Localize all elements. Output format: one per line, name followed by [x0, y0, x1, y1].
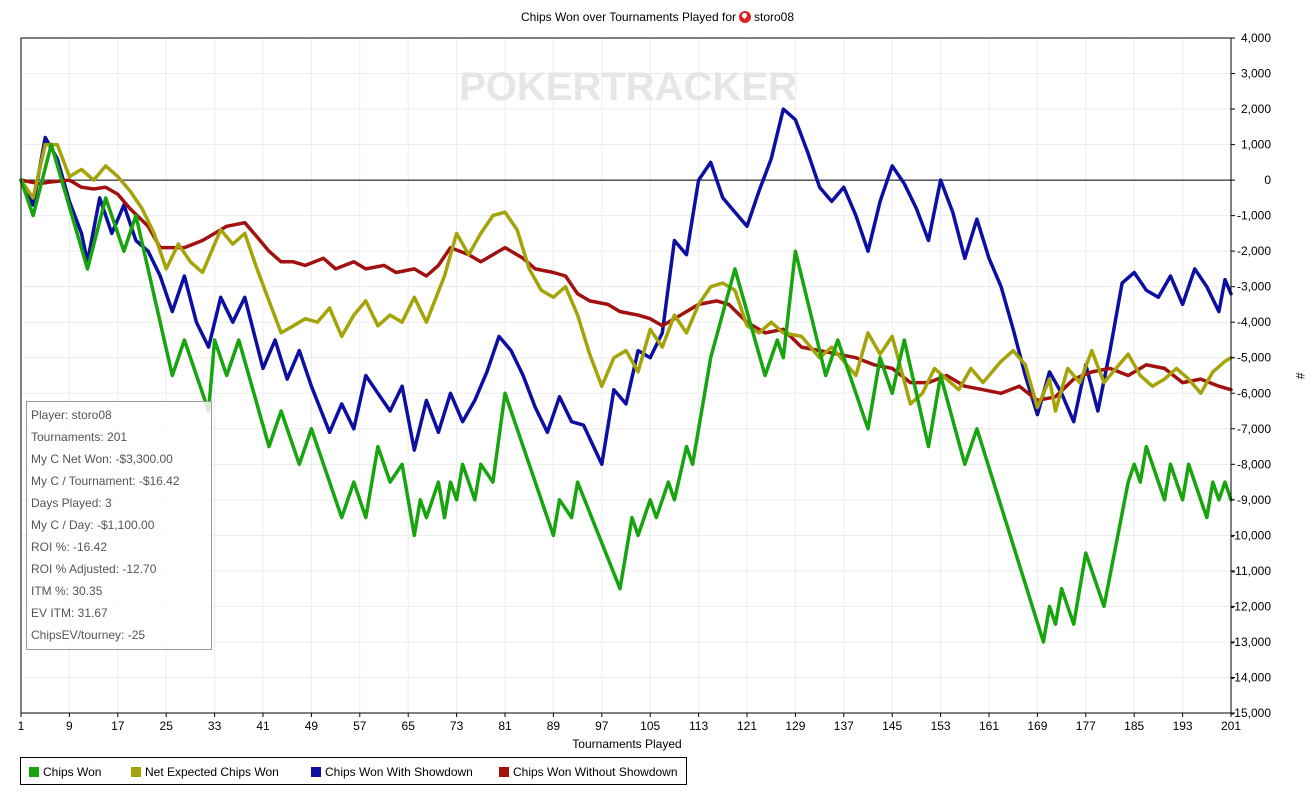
- legend-item[interactable]: Net Expected Chips Won: [131, 765, 279, 779]
- y-tick-label: -8,000: [1237, 457, 1271, 471]
- watermark: POKERTRACKER: [459, 65, 797, 109]
- legend-swatch: [311, 767, 321, 777]
- x-tick-label: 97: [595, 719, 609, 733]
- y-axis-label: #: [1293, 373, 1307, 380]
- x-tick-label: 113: [689, 719, 708, 733]
- series-layer: [19, 107, 1233, 644]
- x-tick-label: 65: [402, 719, 416, 733]
- x-tick-label: 161: [979, 719, 999, 733]
- stat-line: My C / Day: -$1,100.00: [31, 518, 155, 532]
- y-tick-label: -5,000: [1237, 351, 1271, 365]
- x-tick-label: 153: [931, 719, 951, 733]
- x-tick-label: 193: [1173, 719, 1193, 733]
- stat-line: Player: storo08: [31, 408, 112, 422]
- y-tick-label: -4,000: [1237, 315, 1271, 329]
- x-tick-label: 137: [834, 719, 854, 733]
- legend-item[interactable]: Chips Won With Showdown: [311, 765, 473, 779]
- chart-title: Chips Won over Tournaments Played for sto…: [0, 10, 1315, 24]
- series-line-net-expected-chips-won: [19, 142, 1233, 413]
- x-tick-label: 177: [1076, 719, 1096, 733]
- y-tick-label: -6,000: [1237, 386, 1271, 400]
- stat-line: Tournaments: 201: [31, 430, 128, 444]
- legend-swatch: [131, 767, 141, 777]
- x-tick-label: 57: [353, 719, 367, 733]
- stat-line: ChipsEV/tourney: -25: [31, 628, 146, 642]
- x-axis-label: Tournaments Played: [572, 737, 681, 751]
- x-tick-label: 81: [498, 719, 512, 733]
- series-line-chips-won-without-showdown: [19, 178, 1233, 403]
- chart-title-player: storo08: [753, 10, 795, 24]
- y-tick-label: 3,000: [1241, 67, 1271, 81]
- y-tick-label: -13,000: [1230, 635, 1271, 649]
- y-tick-label: -3,000: [1237, 280, 1271, 294]
- y-tick-label: 1,000: [1241, 138, 1271, 152]
- legend-swatch: [29, 767, 39, 777]
- stat-line: EV ITM: 31.67: [31, 606, 108, 620]
- x-axis: 1 9 17 25 33 41 49 57 65 73 81 89 97 105 113 121 129 137 1…: [18, 713, 1241, 733]
- x-tick-label: 169: [1027, 719, 1047, 733]
- legend-label: Net Expected Chips Won: [145, 765, 279, 779]
- x-tick-label: 129: [785, 719, 805, 733]
- series-line-chips-won: [19, 142, 1233, 644]
- y-tick-label: -14,000: [1230, 670, 1271, 684]
- stat-line: ROI %: -16.42: [31, 540, 108, 554]
- stat-line: ITM %: 30.35: [31, 584, 103, 598]
- stat-line: My C / Tournament: -$16.42: [31, 474, 180, 488]
- plot-frame: [20, 37, 1232, 714]
- y-tick-label: -15,000: [1230, 706, 1271, 720]
- x-tick-label: 73: [450, 719, 464, 733]
- legend-label: Chips Won Without Showdown: [513, 765, 678, 779]
- x-tick-label: 33: [208, 719, 222, 733]
- chart-title-text: Chips Won over Tournaments Played for: [520, 10, 736, 24]
- x-tick-label: 1: [18, 719, 25, 733]
- x-tick-label: 49: [305, 719, 319, 733]
- x-tick-label: 25: [160, 719, 174, 733]
- stat-line: My C Net Won: -$3,300.00: [31, 452, 173, 466]
- x-tick-label: 89: [547, 719, 561, 733]
- y-tick-label: 4,000: [1241, 31, 1271, 45]
- stat-line: Days Played: 3: [31, 496, 112, 510]
- y-tick-label: -10,000: [1230, 528, 1271, 542]
- x-tick-label: 185: [1124, 719, 1144, 733]
- legend: Chips Won Net Expected Chips Won Chips Won…: [20, 757, 687, 785]
- y-tick-label: 2,000: [1241, 102, 1271, 116]
- x-tick-label: 9: [66, 719, 73, 733]
- stat-line: ROI % Adjusted: -12.70: [31, 562, 157, 576]
- y-tick-label: -1,000: [1237, 209, 1271, 223]
- legend-label: Chips Won With Showdown: [325, 765, 473, 779]
- x-tick-label: 105: [640, 719, 660, 733]
- x-tick-label: 145: [882, 719, 902, 733]
- x-tick-label: 201: [1221, 719, 1241, 733]
- legend-item[interactable]: Chips Won: [29, 765, 101, 779]
- y-axis: 4,000 3,000 2,000 1,000 0 -1,000 -2,000 -3,000 -…: [1230, 31, 1271, 720]
- y-tick-label: -9,000: [1237, 493, 1271, 507]
- y-tick-label: -7,000: [1237, 422, 1271, 436]
- spade-icon: [738, 11, 751, 23]
- legend-item[interactable]: Chips Won Without Showdown: [499, 765, 678, 779]
- y-tick-label: -12,000: [1230, 599, 1271, 613]
- y-tick-label: -11,000: [1231, 564, 1271, 578]
- stats-box: Player: storo08 Tournaments: 201 My C Net …: [26, 401, 212, 650]
- legend-swatch: [499, 767, 509, 777]
- x-tick-label: 41: [256, 719, 270, 733]
- x-tick-label: 17: [111, 719, 125, 733]
- x-tick-label: 121: [737, 719, 757, 733]
- legend-label: Chips Won: [43, 765, 102, 779]
- y-tick-label: 0: [1264, 173, 1271, 187]
- y-tick-label: -2,000: [1237, 244, 1271, 258]
